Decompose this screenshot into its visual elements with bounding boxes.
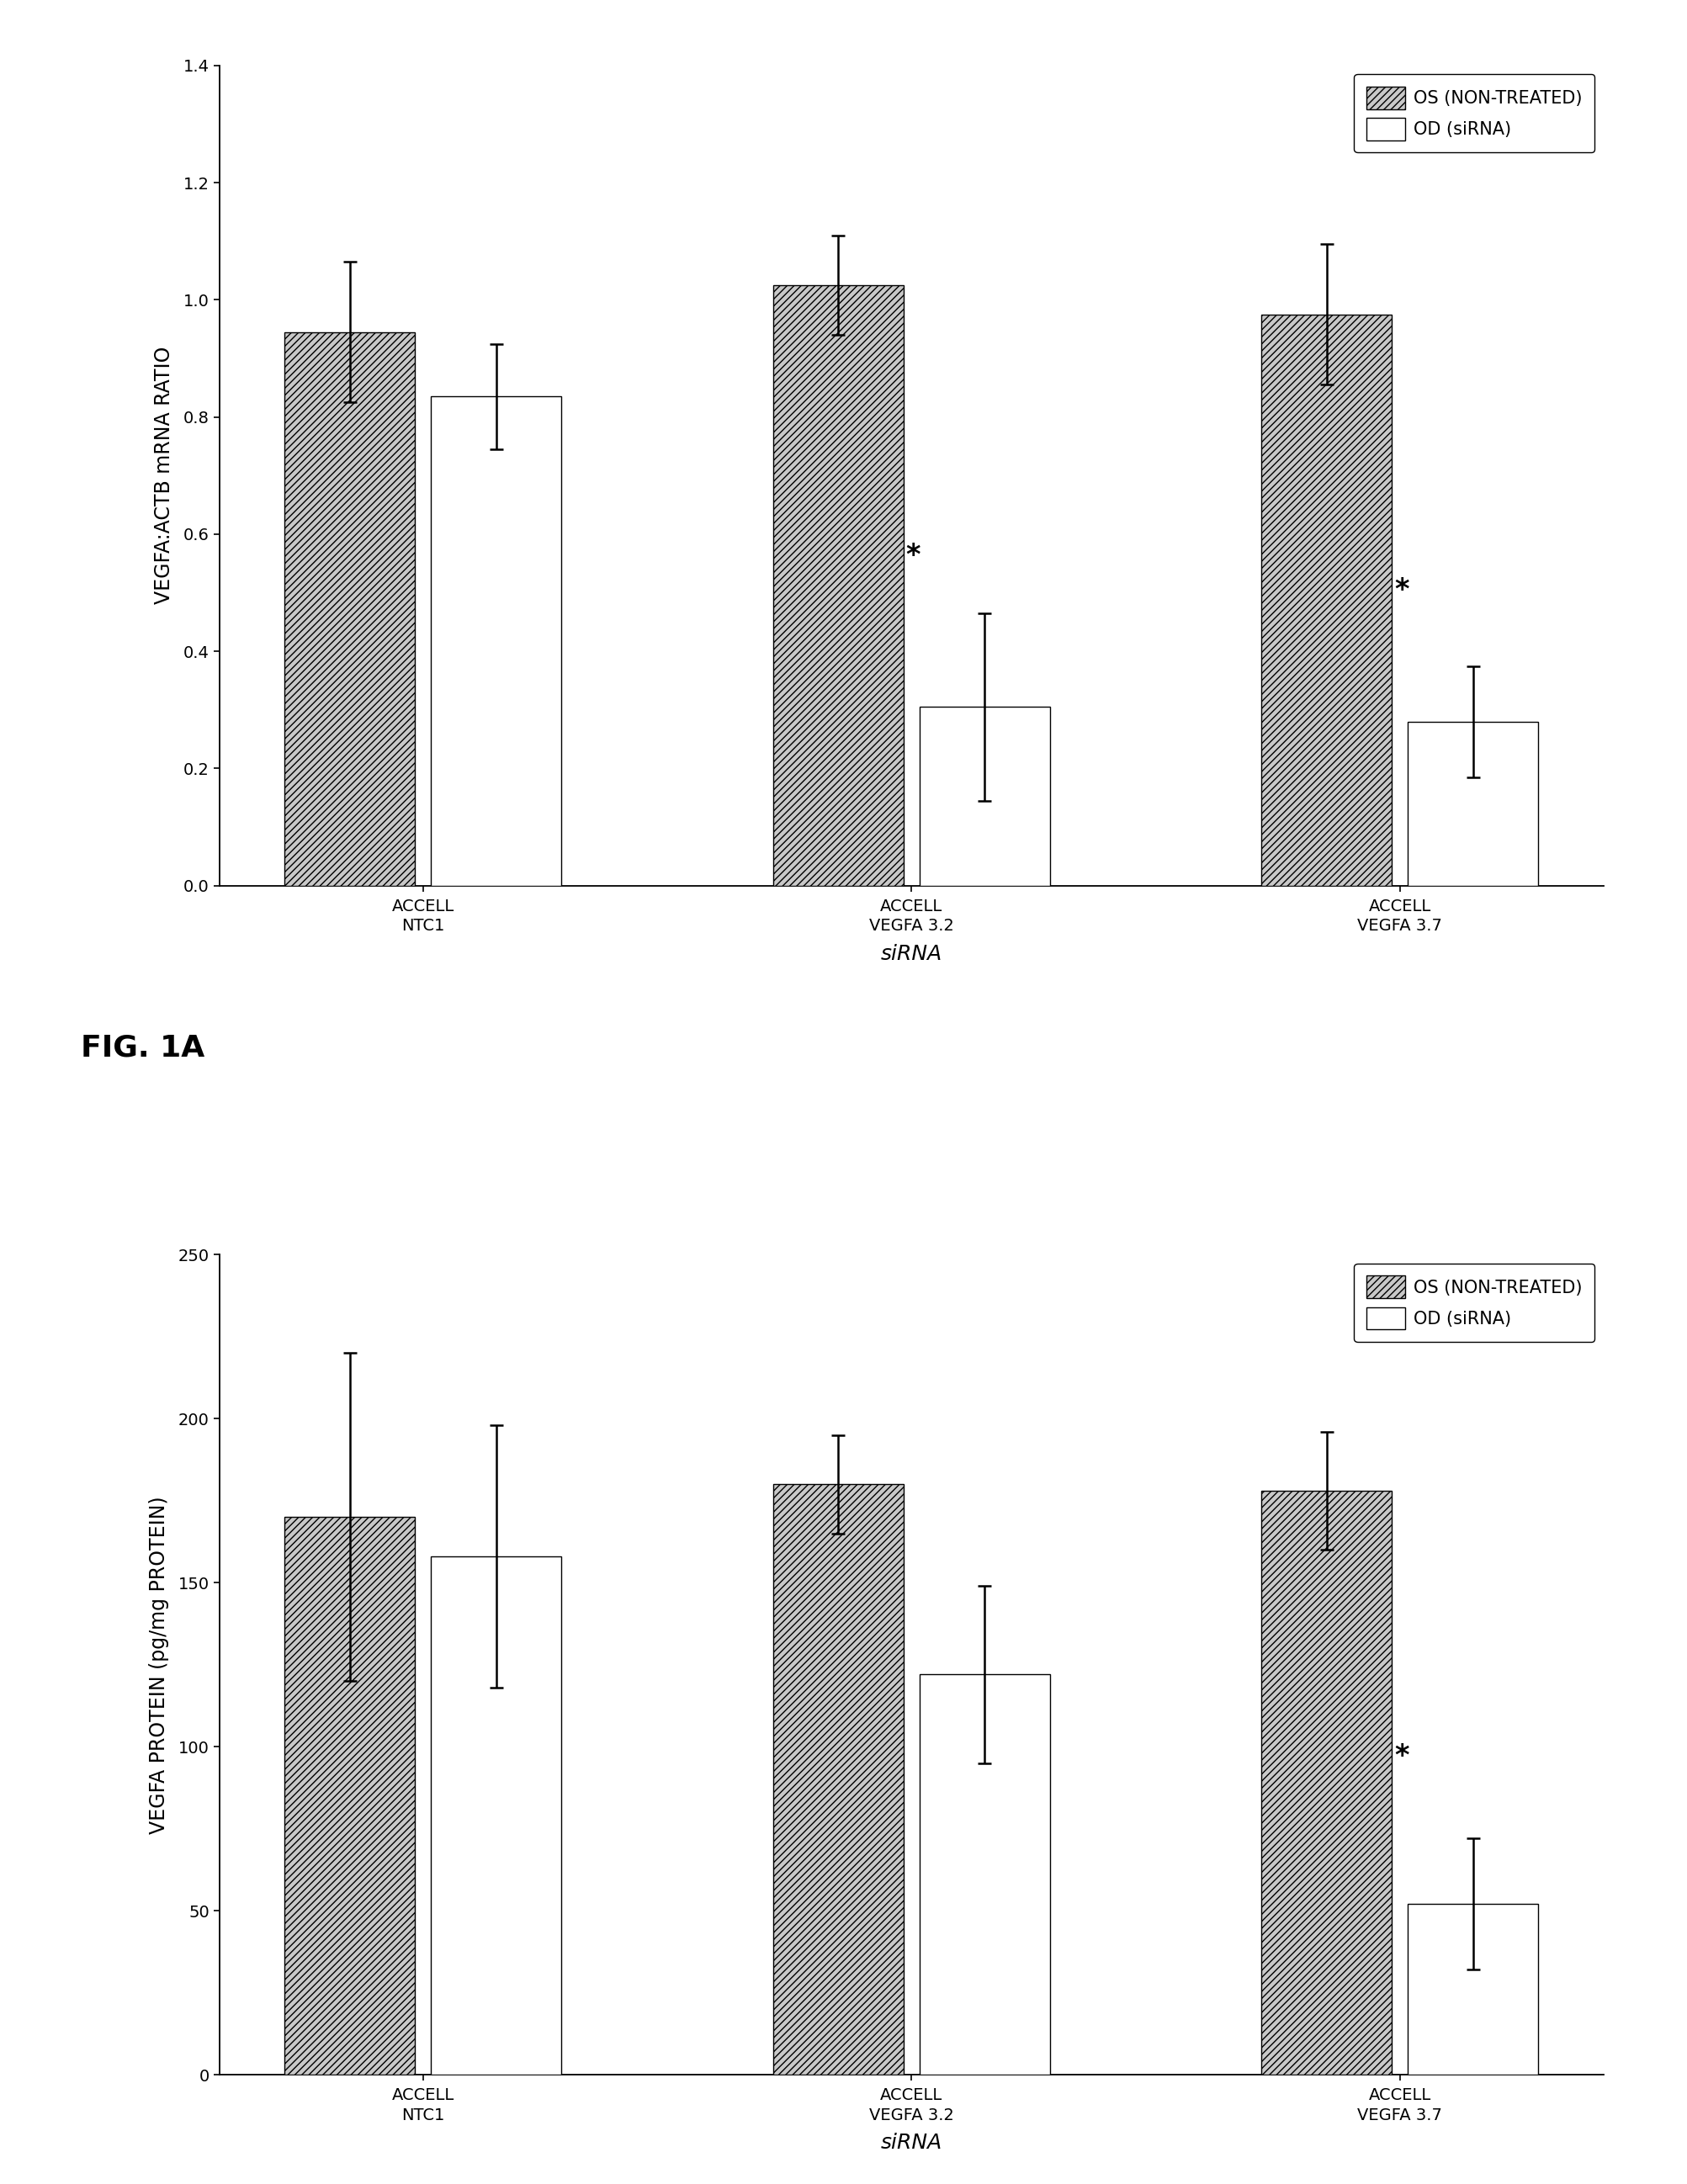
Y-axis label: VEGFA PROTEIN (pg/mg PROTEIN): VEGFA PROTEIN (pg/mg PROTEIN) xyxy=(148,1496,169,1835)
Bar xyxy=(285,1518,415,2075)
Y-axis label: VEGFA:ACTB mRNA RATIO: VEGFA:ACTB mRNA RATIO xyxy=(154,347,174,605)
Bar xyxy=(919,1675,1049,2075)
Bar xyxy=(430,1557,562,2075)
Bar xyxy=(285,332,415,887)
X-axis label: siRNA: siRNA xyxy=(881,2134,941,2153)
Bar xyxy=(1407,721,1537,887)
Bar xyxy=(1407,1904,1537,2075)
X-axis label: siRNA: siRNA xyxy=(881,943,941,963)
Bar xyxy=(773,1485,903,2075)
Bar xyxy=(773,286,903,887)
Bar xyxy=(919,708,1049,887)
Text: *: * xyxy=(906,542,919,570)
Legend: OS (NON-TREATED), OD (siRNA): OS (NON-TREATED), OD (siRNA) xyxy=(1353,74,1594,153)
Bar xyxy=(1260,314,1392,887)
Legend: OS (NON-TREATED), OD (siRNA): OS (NON-TREATED), OD (siRNA) xyxy=(1353,1265,1594,1341)
Text: *: * xyxy=(1393,577,1409,605)
Bar xyxy=(1260,1492,1392,2075)
Text: *: * xyxy=(1393,1743,1409,1769)
Text: FIG. 1A: FIG. 1A xyxy=(81,1033,204,1061)
Bar xyxy=(430,397,562,887)
